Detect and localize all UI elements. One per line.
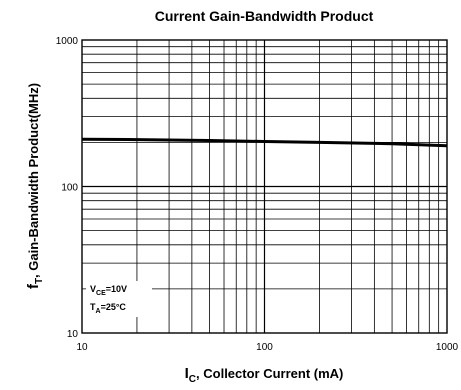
plot-frame (81, 39, 448, 334)
grid (82, 40, 447, 333)
x-tick-label: 10 (76, 342, 88, 353)
chart-title: Current Gain-Bandwidth Product (155, 8, 374, 24)
series-line (81, 137, 448, 148)
condition-ta: TA=25°C (90, 302, 126, 315)
tick-labels: 10 100 1000 10 100 1000 (56, 36, 459, 353)
y-tick-label: 10 (67, 329, 79, 340)
conditions-box (86, 281, 152, 317)
series-layer (81, 137, 448, 148)
y-axis-label: fT, Gain-Bandwidth Product(MHz) (25, 83, 45, 289)
y-tick-label: 100 (61, 183, 78, 194)
x-tick-label: 100 (256, 342, 273, 353)
condition-vce: VCE=10V (90, 284, 127, 297)
y-tick-label: 1000 (56, 36, 79, 47)
x-tick-label: 1000 (436, 342, 459, 353)
x-axis-label: IC, Collector Current (mA) (185, 365, 344, 385)
